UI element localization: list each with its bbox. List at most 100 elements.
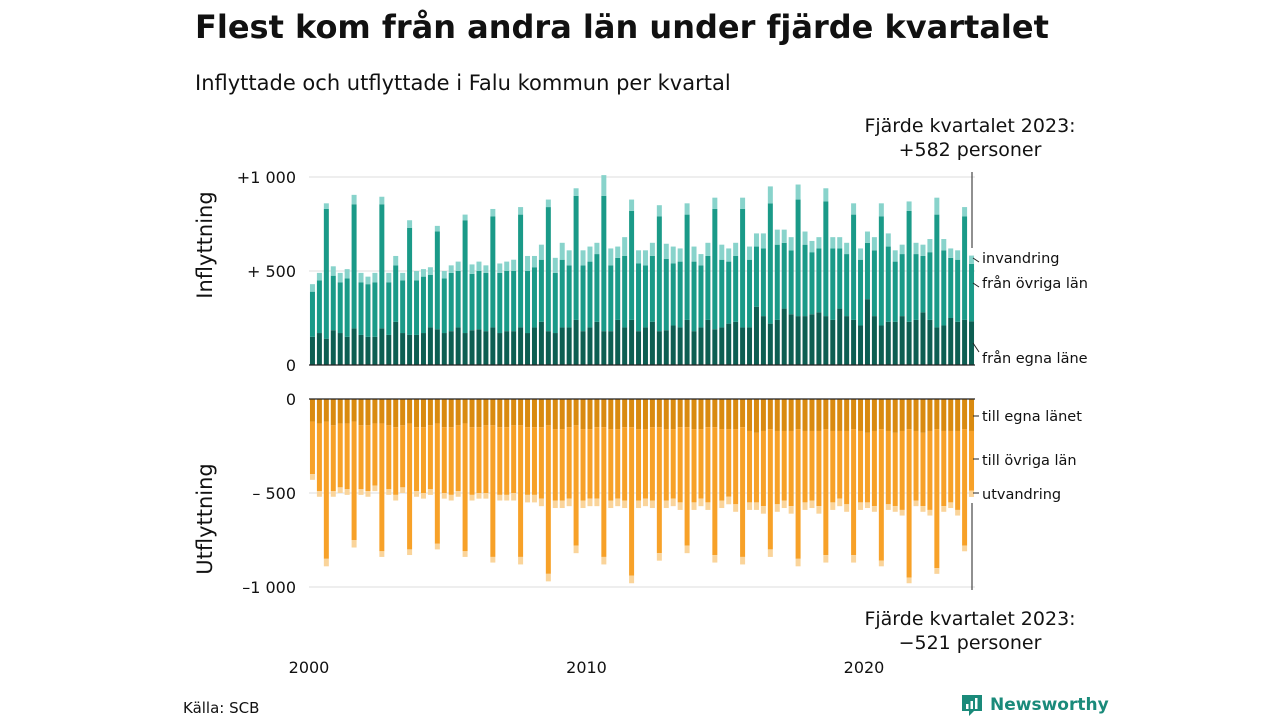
inflow-bar-segment (504, 331, 510, 365)
inflow-bar-segment (788, 237, 794, 251)
outflow-bar-segment (726, 399, 732, 430)
inflow-bar-segment (323, 338, 329, 365)
outflow-bar-segment (816, 399, 822, 431)
outflow-bar-segment (899, 399, 905, 431)
inflow-bar-segment (615, 246, 621, 258)
inflow-bar-segment (767, 323, 773, 365)
outflow-bar-segment (719, 429, 725, 501)
x-tick-label: 2000 (289, 658, 330, 677)
outflow-bar-segment (497, 399, 503, 428)
inflow-bar-segment (969, 263, 975, 322)
chart-title: Flest kom från andra län under fjärde kv… (195, 8, 1049, 46)
outflow-bar-segment (740, 399, 746, 428)
inflow-bar-segment (441, 271, 447, 279)
inflow-bar-segment (636, 331, 642, 365)
inflow-bar-segment (899, 316, 905, 365)
outflow-bar-segment (469, 494, 475, 501)
inflow-bar-segment (948, 248, 954, 258)
outflow-bar-segment (649, 399, 655, 428)
inflow-bar-segment (483, 265, 489, 273)
inflow-summary-line1: Fjärde kvartalet 2023: (864, 115, 1076, 137)
inflow-bar-segment (934, 214, 940, 328)
outflow-bar-segment (955, 430, 961, 510)
outflow-bar-segment (525, 494, 531, 503)
inflow-bar-segment (608, 331, 614, 365)
outflow-bar-segment (663, 500, 669, 509)
outflow-bar-segment (920, 432, 926, 507)
outflow-bar-segment (726, 496, 732, 505)
outflow-bar-segment (871, 506, 877, 512)
inflow-bar-segment (434, 225, 440, 232)
inflow-bar-segment (941, 250, 947, 326)
inflow-bar-segment (781, 242, 787, 309)
inflow-bar-segment (462, 220, 468, 334)
outflow-bar-segment (372, 423, 378, 486)
inflow-bar-segment (372, 272, 378, 283)
inflow-bar-segment (622, 255, 628, 328)
outflow-bar-segment (753, 432, 759, 503)
inflow-bar-segment (316, 272, 322, 281)
inflow-bar-segment (774, 319, 780, 365)
inflow-bar-segment (497, 333, 503, 365)
outflow-bar-segment (691, 502, 697, 510)
newsworthy-logo[interactable]: Newsworthy (960, 692, 1109, 718)
inflow-bar-segment (351, 328, 357, 365)
inflow-bar-segment (566, 327, 572, 365)
outflow-bar-segment (920, 399, 926, 433)
inflow-bar-segment (594, 242, 600, 255)
outflow-bar-segment (316, 399, 322, 424)
inflow-bar-segment (400, 272, 406, 281)
inflow-bar-segment (955, 250, 961, 260)
inflow-bar-segment (767, 203, 773, 324)
inflow-bar-segment (927, 319, 933, 365)
inflow-bar-segment (802, 231, 808, 245)
outflow-bar-segment (476, 399, 482, 428)
chart-subtitle: Inflyttade och utflyttade i Falu kommun … (195, 71, 731, 95)
inflow-tick-label: + 500 (247, 262, 296, 281)
inflow-bar-segment (545, 199, 551, 208)
outflow-bar-segment (525, 399, 531, 428)
inflow-bar-segment (830, 319, 836, 365)
outflow-bar-segment (864, 432, 870, 503)
inflow-bar-segment (649, 242, 655, 256)
outflow-bar-segment (830, 502, 836, 510)
outflow-bar-segment (545, 573, 551, 582)
outflow-bar-segment (962, 399, 968, 430)
inflow-bar-segment (629, 319, 635, 365)
outflow-bar-segment (948, 399, 954, 431)
newsworthy-logo-icon (962, 695, 982, 716)
outflow-bar-segment (892, 432, 898, 507)
inflow-bar-segment (365, 276, 371, 285)
outflow-bar-segment (580, 429, 586, 501)
outflow-bar-segment (594, 399, 600, 428)
outflow-bar-segment (427, 489, 433, 495)
outflow-bar-segment (774, 399, 780, 431)
outflow-bar-segment (809, 399, 815, 431)
outflow-bar-segment (677, 502, 683, 510)
outflow-tick-label: –1 000 (242, 578, 296, 597)
inflow-bar-segment (344, 278, 350, 337)
outflow-bar-segment (511, 399, 517, 426)
inflow-bar-segment (615, 257, 621, 320)
inflow-bar-segment (566, 265, 572, 328)
outflow-summary-note: Fjärde kvartalet 2023: −521 personer (790, 607, 1150, 655)
outflow-bar-segment (969, 490, 975, 497)
outflow-bar-segment (462, 399, 468, 424)
inflow-bar-segment (615, 319, 621, 365)
outflow-bar-segment (386, 489, 392, 495)
inflow-bar-segment (837, 237, 843, 249)
inflow-bar-segment (414, 271, 420, 281)
inflow-bar-segment (962, 319, 968, 365)
inflow-bar-segment (538, 321, 544, 365)
outflow-bar-segment (344, 423, 350, 490)
inflow-bar-segment (414, 280, 420, 335)
inflow-bar-segment (885, 246, 891, 322)
outflow-bar-segment (601, 556, 607, 565)
inflow-bar-segment (608, 248, 614, 266)
outflow-bar-segment (636, 399, 642, 430)
outflow-bar-segment (573, 545, 579, 554)
inflow-bar-segment (393, 255, 399, 266)
outflow-bar-segment (934, 429, 940, 569)
outflow-bar-segment (469, 427, 475, 495)
inflow-summary-note: Fjärde kvartalet 2023: +582 personer (790, 114, 1150, 162)
